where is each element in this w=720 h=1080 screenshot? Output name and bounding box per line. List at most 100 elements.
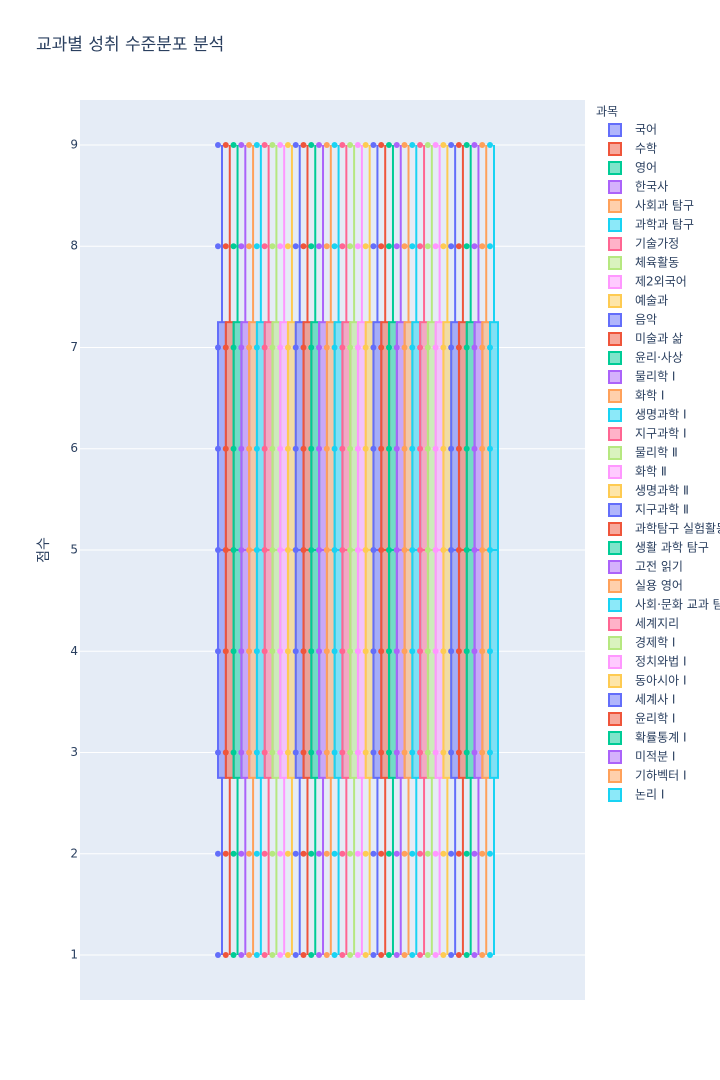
point [455,749,462,756]
point [432,547,439,553]
point [261,850,268,857]
point [378,547,385,553]
point [424,547,431,553]
point [393,547,400,553]
point [424,850,431,857]
legend-swatch [608,636,622,650]
point [323,344,330,351]
point [253,344,260,351]
point [440,344,447,351]
point [471,749,478,756]
point [455,952,462,959]
point [222,648,229,655]
point [370,952,377,959]
point [331,547,338,553]
point [230,952,237,959]
point [316,243,323,250]
point [370,445,377,452]
point [331,243,338,250]
point [253,648,260,655]
point [323,749,330,756]
point [246,952,253,959]
point [417,243,424,250]
point [316,344,323,351]
legend-label: 사회과 탐구 [635,199,694,213]
legend-swatch [608,731,622,745]
point [253,952,260,959]
point [370,749,377,756]
point [409,445,416,452]
legend-label: 윤리학 Ⅰ [635,712,675,726]
legend-swatch [608,332,622,346]
point [308,648,315,655]
point [277,344,284,351]
point [424,141,431,148]
point [347,243,354,250]
point [440,952,447,959]
point [253,850,260,857]
point [401,547,408,553]
legend-label: 물리학 Ⅱ [635,446,678,460]
point [370,344,377,351]
legend-label: 제2외국어 [635,275,687,289]
point [487,749,493,756]
point [308,445,315,452]
point [230,344,237,351]
legend-label: 생명과학 Ⅱ [635,484,689,498]
point [269,648,276,655]
point [284,749,291,756]
point [222,445,229,452]
point [246,344,253,351]
point [354,952,361,959]
legend-label: 예술과 [635,294,668,308]
point [347,344,354,351]
point [331,141,338,148]
point [354,141,361,148]
point [253,243,260,250]
point [378,749,385,756]
point [401,141,408,148]
point [370,547,377,553]
point [424,952,431,959]
point [300,952,307,959]
point [448,648,455,655]
point [292,344,299,351]
point [448,547,455,553]
point [401,648,408,655]
point [393,648,400,655]
y-tick-label: 1 [70,948,78,962]
point [269,141,276,148]
point [463,850,470,857]
point [269,749,276,756]
point [230,850,237,857]
point [316,850,323,857]
point [300,749,307,756]
point [448,749,455,756]
point [300,141,307,148]
point [238,141,245,148]
point [284,445,291,452]
point [292,141,299,148]
point [316,547,323,553]
legend-label: 세계사 Ⅰ [635,693,675,707]
point [277,952,284,959]
point [261,749,268,756]
legend-swatch [608,522,622,536]
legend-label: 영어 [635,161,657,175]
point [215,850,221,857]
point [362,547,369,553]
point [455,243,462,250]
legend-label: 확률통계 Ⅰ [635,731,687,745]
point [323,445,330,452]
point [440,648,447,655]
point [471,952,478,959]
legend-label: 생명과학 Ⅰ [635,408,687,422]
legend-label: 물리학 Ⅰ [635,370,675,384]
y-tick-label: 3 [70,745,78,759]
legend-title: 과목 [596,105,618,119]
legend-swatch [608,370,622,384]
point [370,850,377,857]
legend-swatch [608,180,622,194]
point [471,850,478,857]
point [417,952,424,959]
